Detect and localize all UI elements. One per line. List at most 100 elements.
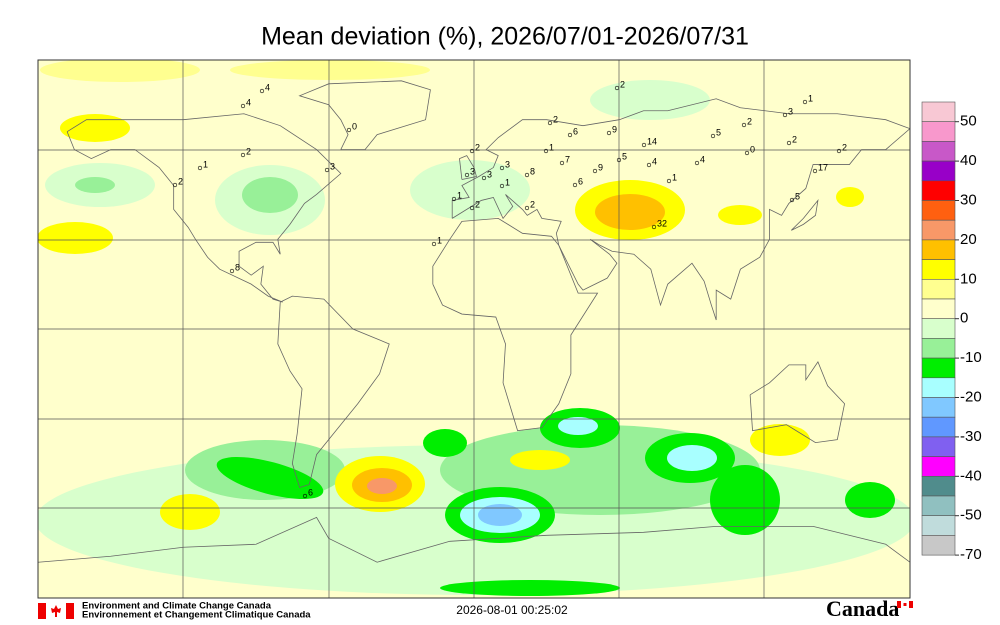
station-marker: [802, 99, 808, 105]
station-label: 4: [700, 154, 705, 164]
station-marker: [782, 112, 788, 118]
title: Mean deviation (%), 2026/07/01-2026/07/3…: [261, 23, 749, 51]
station-label: 0: [750, 144, 755, 154]
station-label: 6: [308, 487, 313, 497]
graticule: [38, 60, 910, 598]
station-marker: [789, 197, 795, 203]
station-label: 2: [530, 199, 535, 209]
colorbar-swatch: [921, 416, 956, 438]
station-marker: [259, 88, 265, 94]
colorbar-label: 0: [960, 310, 968, 327]
station-label: 0: [352, 121, 357, 131]
station-marker: [346, 127, 352, 133]
map-frame: [37, 59, 911, 599]
station-marker: [666, 178, 672, 184]
coastline-south-america: [277, 295, 390, 488]
station-marker: [741, 122, 747, 128]
station-marker: [641, 142, 647, 148]
colorbar-swatch: [921, 456, 956, 477]
station-label: 14: [647, 136, 657, 146]
station-marker: [651, 224, 657, 230]
station-label: 3: [330, 161, 335, 171]
station-label: 6: [578, 176, 583, 186]
colorbar-swatch: [921, 318, 956, 339]
colorbar-swatch: [921, 298, 956, 320]
station-label: 2: [475, 199, 480, 209]
station-label: 2: [792, 134, 797, 144]
timestamp: 2026-08-01 00:25:02: [456, 603, 568, 617]
coastline-north-america: [66, 113, 342, 303]
coastline-japan: [791, 199, 819, 231]
station-marker: [744, 150, 750, 156]
wordmark: Canada: [826, 596, 899, 621]
station-label: 2: [246, 146, 251, 156]
station-marker: [710, 133, 716, 139]
station-label: 3: [788, 106, 793, 116]
station-label: 2: [842, 142, 847, 152]
coastline-antarctica: [38, 516, 910, 563]
station-label: 3: [470, 166, 475, 176]
agency-en: Environment and Climate Change Canada: [82, 601, 272, 612]
agency-fr: Environnement et Changement Climatique C…: [82, 610, 311, 621]
colorbar-label: -10: [960, 349, 982, 366]
station-label: 5: [622, 151, 627, 161]
colorbar-swatch: [921, 259, 956, 280]
colorbar-swatch: [921, 141, 956, 162]
station-marker: [786, 140, 792, 146]
colorbar-swatch: [921, 535, 956, 556]
colorbar: 50 40 30 20 10 0 -10 -20 -30 -40 -50 -70: [921, 101, 982, 563]
canada-flag: [38, 603, 74, 619]
station-marker: [606, 130, 612, 136]
colorbar-label: -20: [960, 388, 982, 405]
station-label: 17: [818, 162, 828, 172]
colorbar-swatch: [921, 495, 956, 517]
colorbar-swatch: [921, 338, 956, 359]
wordmark-flag: [897, 601, 913, 608]
station-label: 9: [598, 162, 603, 172]
station-label: 3: [487, 169, 492, 179]
colorbar-swatch: [921, 515, 956, 536]
station-marker: [836, 148, 842, 154]
station-marker: [572, 182, 578, 188]
station-marker: [469, 148, 475, 154]
station-marker: [240, 103, 246, 109]
station-label: 8: [530, 166, 535, 176]
colorbar-label: -70: [960, 546, 982, 563]
station-label: 7: [565, 154, 570, 164]
station-label: 1: [808, 93, 813, 103]
coastline-eurasia: [451, 98, 910, 321]
station-marker: [524, 205, 530, 211]
station-label: 2: [178, 176, 183, 186]
station-marker: [451, 196, 457, 202]
colorbar-swatch: [921, 436, 956, 457]
colorbar-label: 10: [960, 270, 977, 287]
station-label: 1: [437, 235, 442, 245]
station-label: 1: [203, 159, 208, 169]
station-label: 2: [553, 114, 558, 124]
station-marker: [592, 168, 598, 174]
station-label: 1: [672, 172, 677, 182]
station-marker: [464, 172, 470, 178]
station-marker: [229, 268, 235, 274]
colorbar-label: -50: [960, 507, 982, 524]
station-label: 1: [457, 190, 462, 200]
coastline-greenland: [298, 80, 431, 151]
station-marker: [431, 241, 437, 247]
station-marker: [616, 157, 622, 163]
station-marker: [302, 493, 308, 499]
coastline-australia: [749, 361, 845, 444]
colorbar-swatch: [921, 200, 956, 221]
station-marker: [646, 162, 652, 168]
colorbar-swatch: [921, 357, 956, 379]
colorbar-swatch: [921, 101, 956, 123]
station-marker: [547, 120, 553, 126]
station-marker: [481, 175, 487, 181]
colorbar-swatch: [921, 121, 956, 142]
station-label: 1: [505, 177, 510, 187]
station-label: 5: [716, 127, 721, 137]
colorbar-swatch: [921, 160, 956, 182]
station-marker: [197, 165, 203, 171]
